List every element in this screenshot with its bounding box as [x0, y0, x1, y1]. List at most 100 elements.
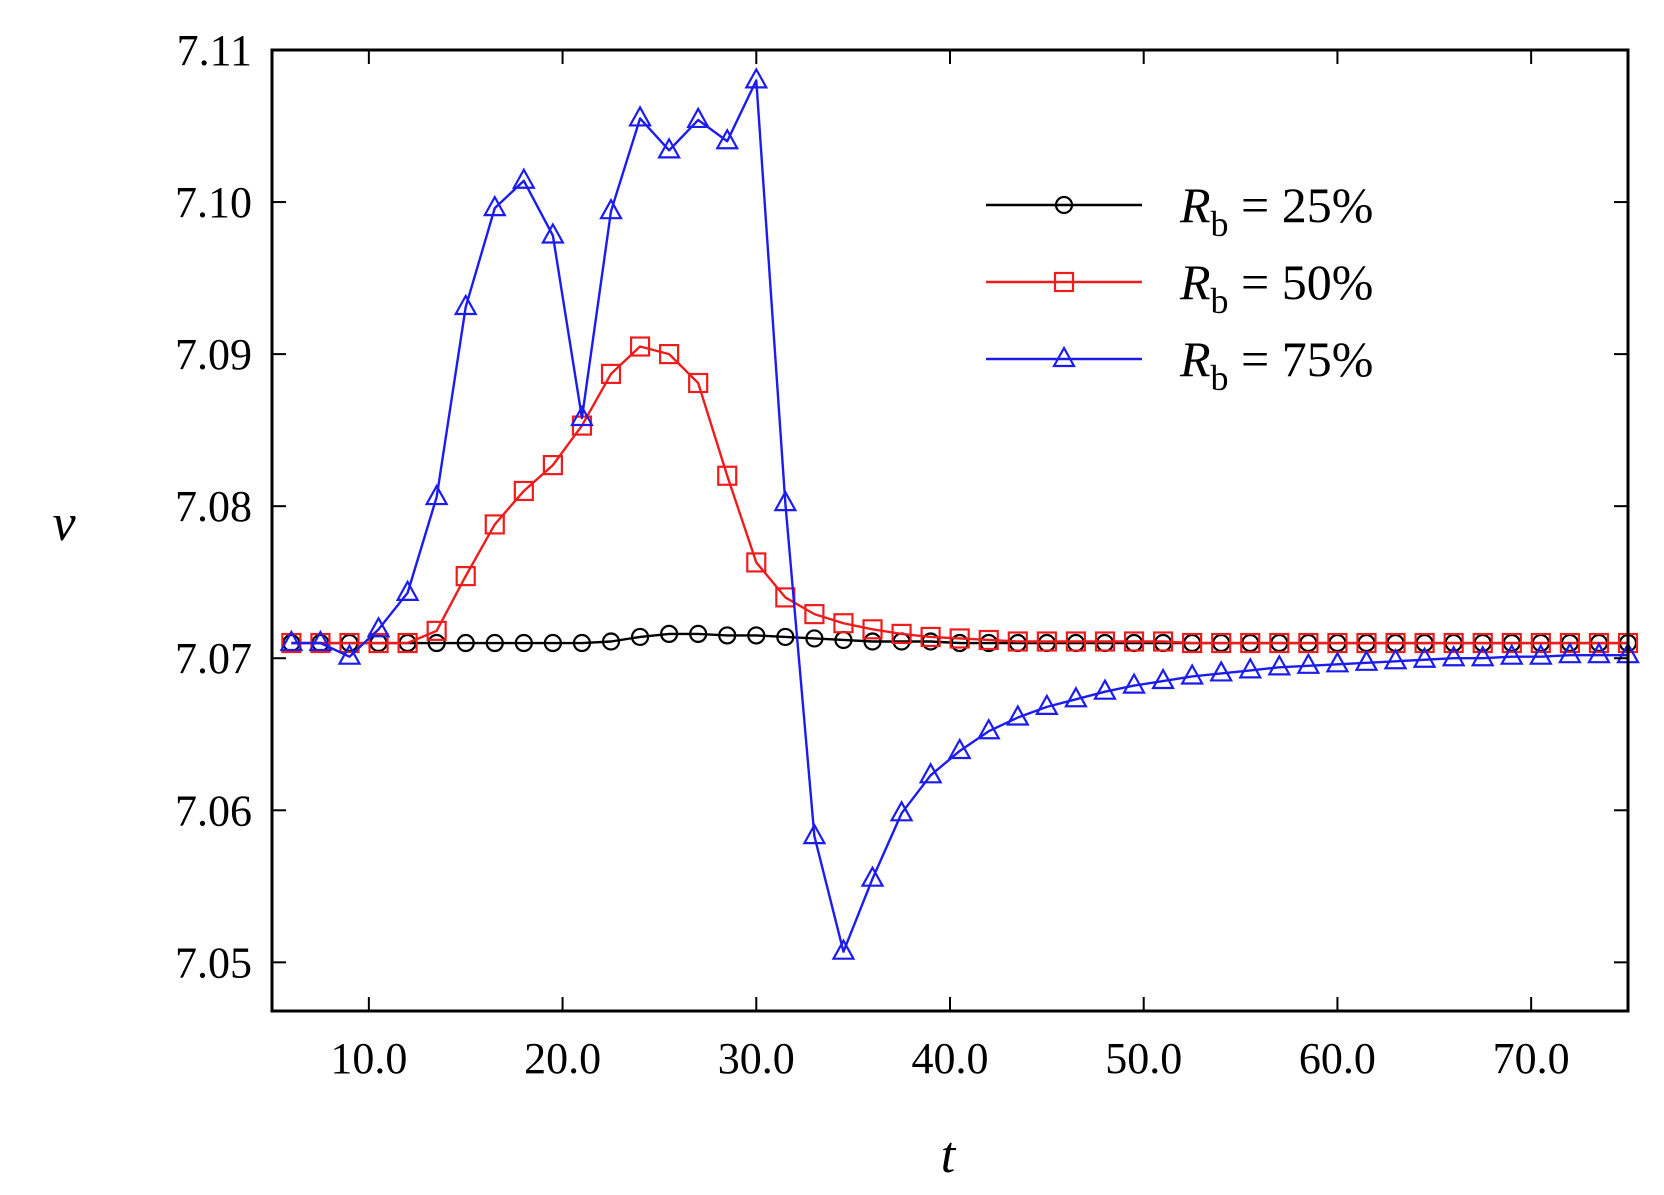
series-2-point [1240, 632, 1261, 654]
series-3-point [918, 762, 943, 784]
series-2-point [1036, 631, 1057, 652]
legend-label: Rb = 50% [1179, 254, 1373, 321]
series-3-point [366, 616, 391, 638]
x-tick-label: 70.0 [1493, 1034, 1570, 1083]
legend-label: Rb = 75% [1179, 331, 1373, 398]
series-3-point [744, 67, 769, 89]
series-3-point [1441, 644, 1466, 667]
series-2-point [1559, 632, 1580, 654]
series-3-point [628, 105, 652, 127]
series-1-point [863, 632, 882, 651]
x-tick-label: 20.0 [524, 1034, 601, 1083]
series-3-point [395, 579, 420, 601]
series-3-point [976, 717, 1001, 740]
series-2-point [659, 344, 680, 365]
series-3-point [831, 938, 856, 960]
x-axis-ticks: 10.0 20.0 30.0 40.0 50.0 60.0 70.0 [330, 50, 1570, 1083]
series-1-point [572, 633, 592, 653]
series-2-point [804, 604, 825, 625]
series-2-point [1152, 631, 1174, 652]
series-3-point [1354, 649, 1379, 671]
series-1-point [514, 633, 533, 653]
y-tick-label: 7.06 [175, 786, 252, 835]
series-3-point [889, 800, 914, 822]
series-3-point [1528, 643, 1553, 665]
series-2-point [542, 455, 563, 476]
series-3-point [453, 293, 478, 316]
series-layer [279, 67, 1640, 960]
y-axis-ticks: 7.05 7.06 7.07 7.08 7.09 7.10 7.11 [175, 26, 1628, 987]
series-2-point [1094, 631, 1116, 652]
series-1-point [805, 629, 824, 648]
series-2-point [1269, 632, 1290, 654]
series-3-point [1267, 654, 1292, 676]
series-2-point [484, 514, 505, 535]
series-2-point [455, 566, 476, 587]
series-3-point [657, 137, 681, 159]
series-3-line [291, 79, 1628, 953]
series-3-point [337, 643, 362, 665]
series-3-point [511, 167, 536, 189]
series-2-point [1211, 632, 1232, 654]
y-tick-label: 7.07 [175, 634, 252, 683]
series-2-point [688, 372, 709, 394]
series-2-point [629, 336, 651, 357]
plot-frame [270, 48, 1630, 1013]
series-3-point [1209, 660, 1234, 682]
x-tick-label: 50.0 [1105, 1034, 1182, 1083]
series-2-point [746, 552, 767, 573]
series-3-point [570, 404, 594, 427]
series-3-point [1325, 651, 1350, 673]
series-2-point [426, 620, 447, 641]
series-3-point [541, 222, 565, 244]
x-tick-label: 10.0 [330, 1034, 407, 1083]
series-3-point [1151, 667, 1175, 690]
series-3 [279, 67, 1640, 960]
legend: Rb = 25% Rb = 50% Rb = 75% [986, 177, 1373, 398]
series-2-point [1065, 631, 1087, 652]
x-tick-label: 60.0 [1299, 1034, 1376, 1083]
series-3-point [1383, 648, 1408, 670]
legend-entry: Rb = 50% [986, 254, 1373, 321]
y-tick-label: 7.08 [175, 482, 252, 531]
y-tick-label: 7.09 [175, 330, 252, 379]
series-2-point [717, 465, 738, 486]
series-1-point [776, 627, 795, 647]
series-2-point [1414, 632, 1435, 654]
series-2-point [1588, 632, 1610, 654]
series-3-point [482, 194, 507, 217]
series-3-point [1412, 646, 1437, 668]
y-tick-label: 7.10 [175, 178, 252, 227]
series-3-point [1180, 663, 1205, 685]
series-2-point [368, 632, 389, 654]
series-2-point [920, 626, 941, 648]
series-1-point [543, 633, 562, 653]
series-2-point [600, 363, 622, 384]
series-2-point [513, 480, 534, 502]
series-3-point [1034, 693, 1059, 715]
series-3-point [1587, 641, 1611, 664]
series-3-point [424, 483, 449, 506]
legend-entry: Rb = 25% [986, 177, 1373, 244]
legend-entry: Rb = 75% [986, 331, 1373, 398]
legend-label: Rb = 25% [1179, 177, 1373, 244]
series-3-point [1470, 644, 1495, 667]
series-3-point [947, 737, 972, 760]
series-2-point [1472, 632, 1493, 654]
series-1-point [630, 627, 650, 647]
y-tick-label: 7.05 [175, 938, 252, 987]
series-3-point [1558, 641, 1582, 664]
series-2-point [891, 623, 912, 644]
series-3-point [279, 629, 304, 652]
series-2-point [1443, 632, 1464, 654]
series-3-point [1064, 686, 1088, 708]
series-3-point [599, 197, 623, 220]
series-3-point [1499, 643, 1524, 665]
series-3-point [1238, 657, 1263, 679]
series-1-point [747, 626, 766, 645]
series-3-point [1093, 678, 1117, 700]
series-2-point [1298, 632, 1319, 654]
legend-marker [1052, 345, 1076, 368]
x-tick-label: 30.0 [718, 1034, 795, 1083]
